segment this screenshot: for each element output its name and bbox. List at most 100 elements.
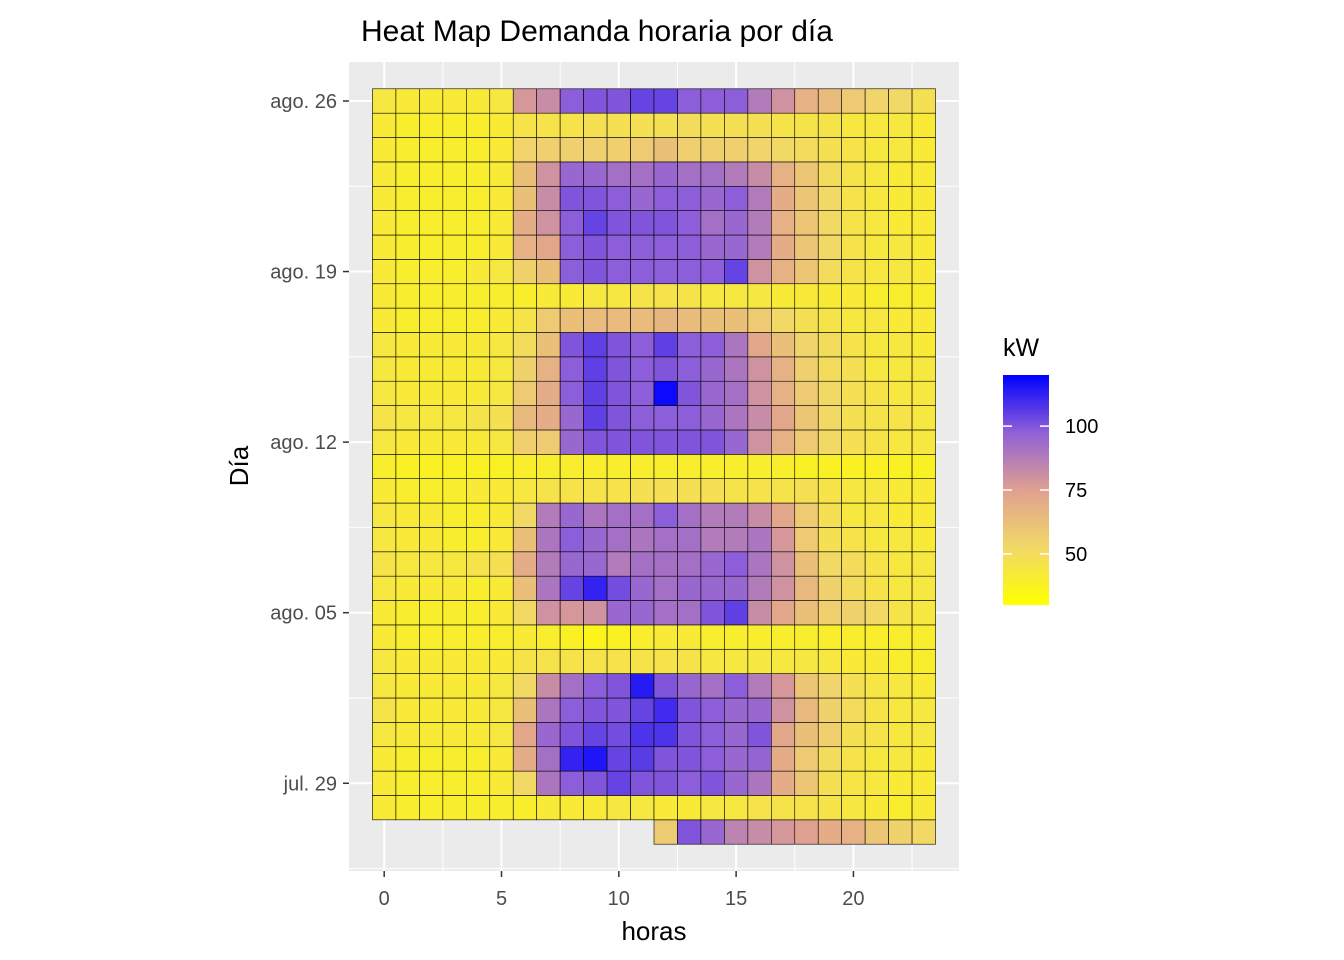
heatmap-tile (559, 112, 584, 138)
heatmap-tile (747, 551, 772, 577)
heatmap-tile (442, 405, 467, 431)
heatmap-tile (512, 648, 537, 674)
heatmap-tile (794, 746, 819, 772)
heatmap-tile (724, 429, 749, 455)
heatmap-tile (888, 210, 913, 236)
heatmap-tile (442, 478, 467, 504)
heatmap-tile (817, 575, 842, 601)
heatmap-tile (559, 210, 584, 236)
chart-title: Heat Map Demanda horaria por día (361, 15, 833, 48)
heatmap-tile (700, 210, 725, 236)
heatmap-tile (536, 478, 561, 504)
heatmap-tile (888, 673, 913, 699)
heatmap-tile (489, 454, 514, 479)
heatmap-tile (395, 527, 420, 553)
heatmap-tile (583, 600, 608, 626)
heatmap-tile (419, 112, 444, 138)
heatmap-tile (630, 454, 655, 479)
heatmap-tile (559, 673, 584, 699)
heatmap-tile (841, 600, 866, 626)
heatmap-tile (888, 405, 913, 431)
heatmap-tile (864, 722, 889, 748)
heatmap-tile (419, 234, 444, 260)
heatmap-tile (559, 795, 584, 821)
heatmap-tile (700, 819, 725, 845)
heatmap-tile (771, 648, 796, 674)
heatmap-tile (841, 259, 866, 285)
heatmap-tile (724, 697, 749, 723)
heatmap-tile (512, 259, 537, 285)
heatmap-tile (888, 332, 913, 358)
heatmap-tile (888, 648, 913, 674)
heatmap-tile (677, 770, 702, 796)
heatmap-tile (771, 795, 796, 821)
heatmap-tile (864, 746, 889, 772)
heatmap-tile (864, 283, 889, 309)
heatmap-tile (817, 112, 842, 138)
heatmap-tile (911, 356, 936, 382)
heatmap-tile (489, 307, 514, 333)
heatmap-tile (372, 185, 397, 211)
heatmap-tile (700, 551, 725, 577)
heatmap-tile (372, 259, 397, 285)
heatmap-tile (888, 356, 913, 382)
heatmap-tile (395, 210, 420, 236)
heatmap-tile (794, 770, 819, 796)
heatmap-tile (864, 137, 889, 163)
heatmap-tile (630, 697, 655, 723)
heatmap-tile (724, 600, 749, 626)
heatmap-tile (372, 600, 397, 626)
heatmap-tile (466, 746, 491, 772)
heatmap-tile (747, 770, 772, 796)
heatmap-tile (700, 673, 725, 699)
heatmap-tile (677, 478, 702, 504)
heatmap-tile (419, 600, 444, 626)
x-axis: 0 5 10 15 20 (379, 871, 865, 910)
heatmap-tile (794, 478, 819, 504)
heatmap-tile (888, 307, 913, 333)
heatmap-tile (911, 624, 936, 650)
heatmap-tile (372, 673, 397, 699)
heatmap-tile (442, 259, 467, 285)
heatmap-tile (677, 795, 702, 821)
heatmap-tile (747, 112, 772, 138)
heatmap-tile (512, 332, 537, 358)
heatmap-tile (419, 380, 444, 406)
heatmap-tile (442, 770, 467, 796)
heatmap-tile (395, 502, 420, 528)
heatmap-tile (536, 770, 561, 796)
heatmap-tile (888, 429, 913, 455)
heatmap-tile (466, 551, 491, 577)
heatmap-tile (794, 673, 819, 699)
heatmap-tile (771, 112, 796, 138)
heatmap-tile (466, 283, 491, 309)
heatmap-tile (817, 137, 842, 163)
heatmap-tile (442, 454, 467, 479)
heatmap-tile (395, 673, 420, 699)
heatmap-tile (724, 673, 749, 699)
heatmap-tile (911, 405, 936, 431)
heatmap-tile (512, 112, 537, 138)
heatmap-tile (771, 88, 796, 114)
heatmap-tile (583, 673, 608, 699)
heatmap-tile (630, 722, 655, 748)
heatmap-tile (794, 137, 819, 163)
heatmap-tile (489, 405, 514, 431)
heatmap-tile (747, 185, 772, 211)
heatmap-tile (677, 624, 702, 650)
heatmap-tile (606, 185, 631, 211)
heatmap-tile (653, 332, 678, 358)
heatmap-tile (864, 259, 889, 285)
heatmap-tile (888, 600, 913, 626)
heatmap-tile (771, 283, 796, 309)
heatmap-tile (630, 112, 655, 138)
heatmap-tile (583, 575, 608, 601)
heatmap-tile (466, 575, 491, 601)
heatmap-tile (817, 161, 842, 187)
heatmap-tile (395, 405, 420, 431)
heatmap-tile (677, 600, 702, 626)
heatmap-tile (442, 527, 467, 553)
heatmap-tile (677, 819, 702, 845)
heatmap-tile (771, 405, 796, 431)
heatmap-tile (677, 746, 702, 772)
